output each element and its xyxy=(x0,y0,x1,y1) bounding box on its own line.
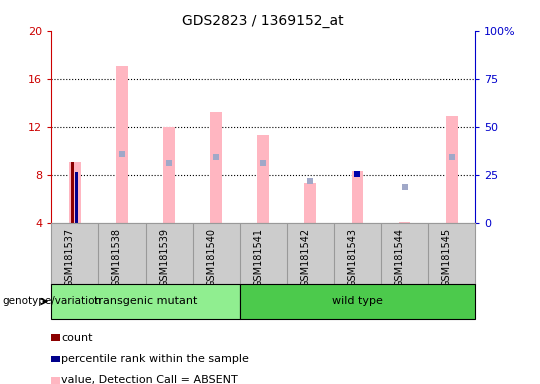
Bar xyxy=(210,113,222,223)
Bar xyxy=(446,116,457,223)
Text: genotype/variation: genotype/variation xyxy=(3,296,102,306)
Bar xyxy=(240,284,475,319)
Text: GSM181537: GSM181537 xyxy=(65,228,75,287)
Bar xyxy=(116,66,128,223)
Text: GSM181545: GSM181545 xyxy=(442,228,451,287)
Bar xyxy=(352,171,363,223)
Text: GSM181544: GSM181544 xyxy=(395,228,404,286)
Bar xyxy=(163,127,175,223)
Text: GSM181542: GSM181542 xyxy=(300,228,310,287)
Bar xyxy=(258,135,269,223)
Bar xyxy=(69,162,81,223)
Text: GSM181541: GSM181541 xyxy=(253,228,264,286)
Bar xyxy=(399,222,410,223)
Text: wild type: wild type xyxy=(332,296,383,306)
Bar xyxy=(305,183,316,223)
Text: count: count xyxy=(61,333,92,343)
Bar xyxy=(71,162,75,223)
Text: GSM181538: GSM181538 xyxy=(112,228,122,286)
Text: transgenic mutant: transgenic mutant xyxy=(94,296,197,306)
Text: GSM181540: GSM181540 xyxy=(206,228,216,286)
Text: value, Detection Call = ABSENT: value, Detection Call = ABSENT xyxy=(61,375,238,384)
Text: GSM181543: GSM181543 xyxy=(347,228,357,286)
Title: GDS2823 / 1369152_at: GDS2823 / 1369152_at xyxy=(183,14,344,28)
Text: GSM181539: GSM181539 xyxy=(159,228,169,286)
Bar xyxy=(51,284,240,319)
Text: percentile rank within the sample: percentile rank within the sample xyxy=(61,354,249,364)
Bar xyxy=(75,172,78,223)
